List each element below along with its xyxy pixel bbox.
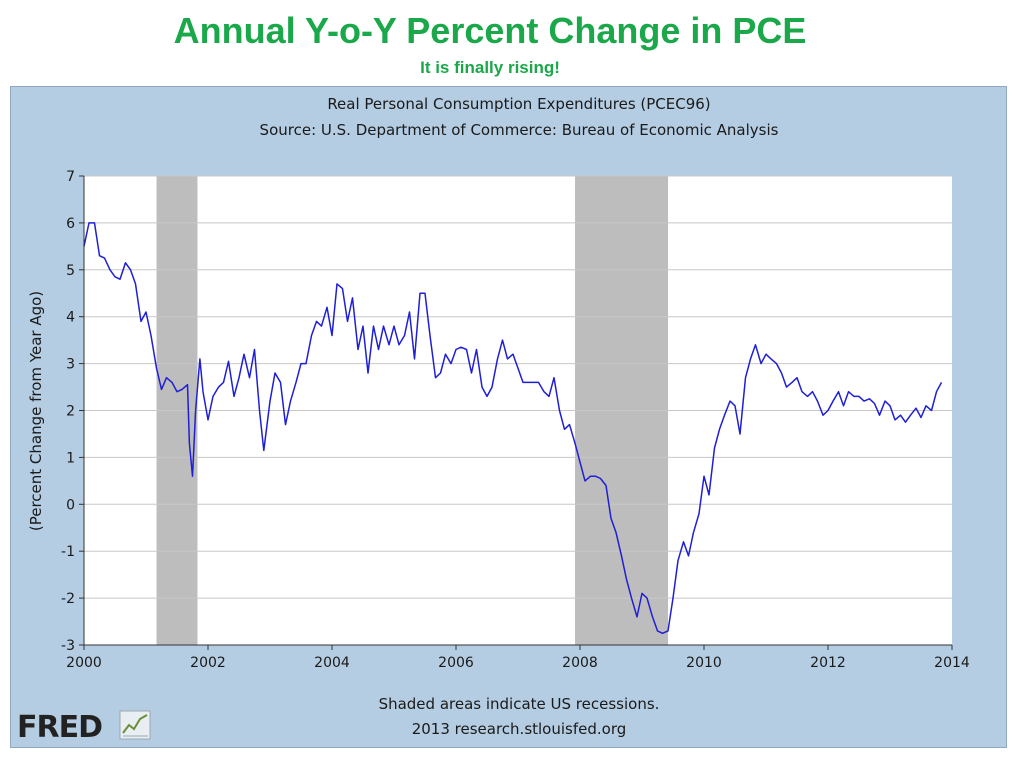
- fred-logo: FRED: [17, 710, 151, 745]
- y-tick-label: 3: [66, 357, 75, 373]
- y-tick-label: 4: [66, 310, 75, 326]
- y-axis-ticks: 7 6 5 4 3 2 1 0 -1 -2 -3: [61, 169, 84, 654]
- slide-subtitle: It is finally rising!: [420, 58, 560, 77]
- chart-source: Source: U.S. Department of Commerce: Bur…: [260, 121, 779, 139]
- x-tick-label: 2002: [190, 655, 226, 671]
- grid-lines: [84, 175, 952, 599]
- x-tick-label: 2008: [562, 655, 598, 671]
- x-tick-label: 2000: [66, 655, 102, 671]
- series-line-pce: [83, 222, 943, 635]
- y-tick-label: 1: [66, 450, 75, 466]
- source-credit: 2013 research.stlouisfed.org: [412, 720, 627, 738]
- x-tick-label: 2012: [810, 655, 846, 671]
- y-tick-label: 7: [66, 169, 75, 185]
- y-tick-label: 0: [66, 497, 75, 513]
- slide-title: Annual Y-o-Y Percent Change in PCE: [173, 10, 807, 51]
- x-tick-label: 2010: [686, 655, 722, 671]
- x-axis-ticks: 2000 2002 2004 2006 2008 2010 2012 2014: [66, 645, 970, 671]
- x-tick-label: 2006: [438, 655, 474, 671]
- y-tick-label: -3: [61, 638, 75, 654]
- chart-panel: Real Personal Consumption Expenditures (…: [10, 86, 1007, 748]
- x-tick-label: 2004: [314, 655, 350, 671]
- fred-graph-icon: [119, 710, 151, 740]
- x-tick-label: 2014: [934, 655, 970, 671]
- chart-title: Real Personal Consumption Expenditures (…: [327, 95, 710, 113]
- y-tick-label: -2: [61, 591, 75, 607]
- y-tick-label: -1: [61, 544, 75, 560]
- y-tick-label: 2: [66, 404, 75, 420]
- svg-text:FRED: FRED: [17, 710, 102, 745]
- y-axis-label: (Percent Change from Year Ago): [27, 291, 45, 531]
- y-tick-label: 5: [66, 263, 75, 279]
- y-tick-label: 6: [66, 216, 75, 232]
- line-chart: Real Personal Consumption Expenditures (…: [17, 95, 970, 745]
- recession-footnote: Shaded areas indicate US recessions.: [379, 695, 660, 713]
